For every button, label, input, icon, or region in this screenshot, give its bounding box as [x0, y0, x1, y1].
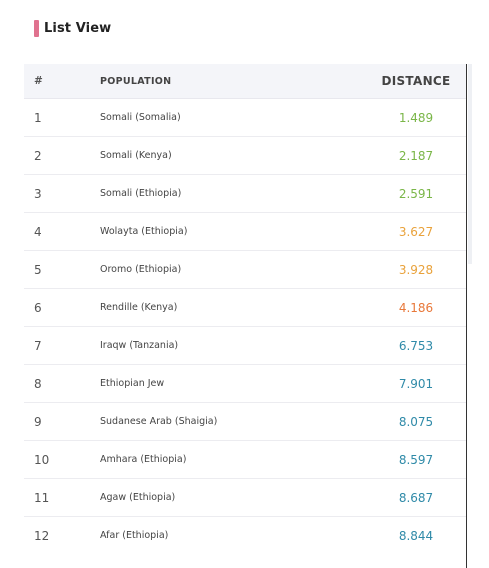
row-population: Ethiopian Jew: [100, 364, 366, 403]
row-rank: 10: [24, 440, 100, 479]
row-population: Amhara (Ethiopia): [100, 440, 366, 479]
row-rank: 1: [24, 98, 100, 137]
row-distance: 1.489: [366, 98, 466, 137]
column-header-rank[interactable]: #: [24, 64, 100, 99]
table-header-row: # POPULATION DISTANCE: [24, 64, 466, 99]
row-population: Somali (Somalia): [100, 98, 366, 137]
row-distance: 2.591: [366, 174, 466, 213]
row-rank: 3: [24, 174, 100, 213]
row-distance: 7.901: [366, 364, 466, 403]
row-rank: 12: [34, 528, 50, 543]
row-population: Somali (Kenya): [100, 136, 366, 175]
row-rank: 11: [24, 478, 100, 517]
list-view-header: List View: [34, 20, 111, 37]
row-rank: 7: [24, 326, 100, 365]
population-distance-table: # POPULATION DISTANCE 1 Somali (Somalia) 1…: [24, 64, 466, 554]
table-row[interactable]: 9 Sudanese Arab (Shaigia) 8.075: [24, 402, 466, 441]
table-row[interactable]: 1 Somali (Somalia) 1.489: [24, 98, 466, 137]
row-distance: 8.844: [398, 528, 434, 543]
column-header-distance[interactable]: DISTANCE: [366, 64, 466, 99]
page-title: List View: [44, 21, 112, 36]
table-row[interactable]: 10 Amhara (Ethiopia) 8.597: [24, 440, 466, 479]
title-accent-bar: [34, 20, 39, 37]
table-row[interactable]: 2 Somali (Kenya) 2.187: [24, 136, 466, 175]
table-row[interactable]: 3 Somali (Ethiopia) 2.591: [24, 174, 466, 213]
table-row[interactable]: 12 Afar (Ethiopia) 8.844: [24, 517, 466, 555]
row-population: Rendille (Kenya): [100, 288, 366, 327]
row-population: Oromo (Ethiopia): [100, 250, 366, 289]
row-population: Wolayta (Ethiopia): [100, 212, 366, 251]
row-distance: 8.687: [366, 478, 466, 517]
row-population: Iraqw (Tanzania): [100, 326, 366, 365]
column-header-population[interactable]: POPULATION: [100, 64, 366, 99]
table-row[interactable]: 11 Agaw (Ethiopia) 8.687: [24, 478, 466, 517]
table-right-border: [466, 64, 467, 568]
row-rank: 8: [24, 364, 100, 403]
row-distance: 8.075: [366, 402, 466, 441]
row-distance: 8.597: [366, 440, 466, 479]
scrollbar-track[interactable]: [468, 64, 472, 264]
row-population: Sudanese Arab (Shaigia): [100, 402, 366, 441]
table-row[interactable]: 7 Iraqw (Tanzania) 6.753: [24, 326, 466, 365]
row-rank: 4: [24, 212, 100, 251]
table-row[interactable]: 8 Ethiopian Jew 7.901: [24, 364, 466, 403]
row-rank: 2: [24, 136, 100, 175]
row-rank: 5: [24, 250, 100, 289]
row-distance: 3.928: [366, 250, 466, 289]
row-rank: 6: [24, 288, 100, 327]
row-population: Somali (Ethiopia): [100, 174, 366, 213]
population-table-container: # POPULATION DISTANCE 1 Somali (Somalia) 1…: [24, 64, 472, 568]
row-distance: 6.753: [366, 326, 466, 365]
table-row[interactable]: 5 Oromo (Ethiopia) 3.928: [24, 250, 466, 289]
row-distance: 3.627: [366, 212, 466, 251]
table-row[interactable]: 6 Rendille (Kenya) 4.186: [24, 288, 466, 327]
row-distance: 2.187: [366, 136, 466, 175]
row-population: Afar (Ethiopia): [100, 530, 169, 541]
row-rank: 9: [24, 402, 100, 441]
table-row[interactable]: 4 Wolayta (Ethiopia) 3.627: [24, 212, 466, 251]
row-population: Agaw (Ethiopia): [100, 478, 366, 517]
row-distance: 4.186: [366, 288, 466, 327]
